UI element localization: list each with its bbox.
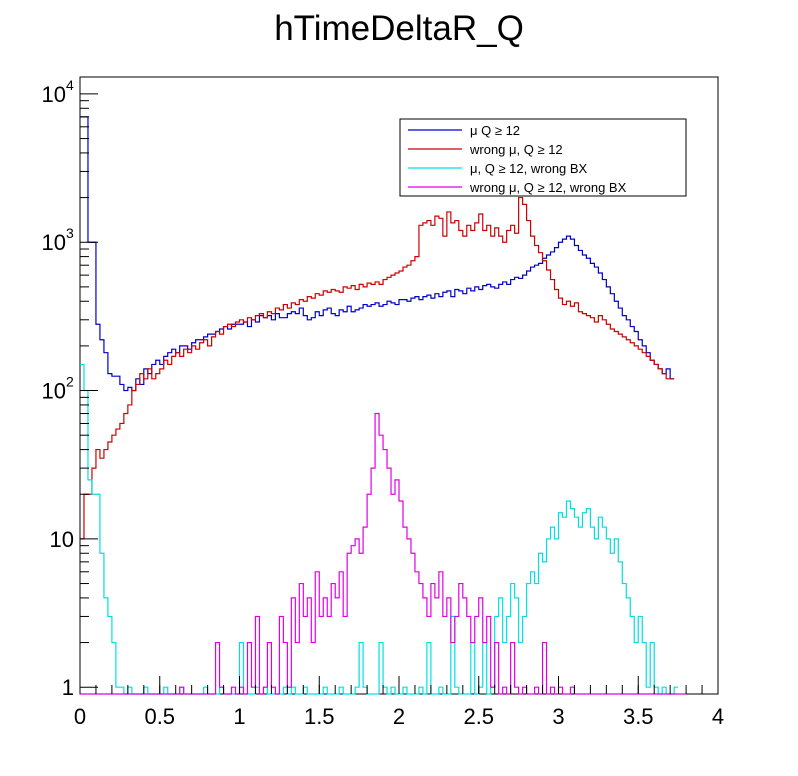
y-tick-label: 10 bbox=[42, 230, 66, 255]
y-tick-label: 10 bbox=[42, 82, 66, 107]
legend-box bbox=[399, 118, 687, 197]
series-layer bbox=[80, 116, 687, 695]
y-tick-label: 10 bbox=[50, 527, 74, 552]
x-tick-label: 3 bbox=[552, 704, 564, 729]
x-tick-label: 2 bbox=[393, 704, 405, 729]
legend-label: μ Q ≥ 12 bbox=[470, 123, 520, 138]
y-tick-exponent: 2 bbox=[66, 374, 74, 390]
x-tick-label: 3.5 bbox=[623, 704, 654, 729]
x-tick-label: 0 bbox=[74, 704, 86, 729]
chart-title: hTimeDeltaR_Q bbox=[274, 9, 524, 48]
x-tick-label: 2.5 bbox=[463, 704, 494, 729]
legend-label: wrong μ, Q ≥ 12 bbox=[469, 142, 563, 157]
y-tick-exponent: 3 bbox=[66, 225, 74, 241]
y-tick-label: 10 bbox=[42, 379, 66, 404]
x-tick-label: 0.5 bbox=[144, 704, 175, 729]
series-line-1 bbox=[80, 196, 675, 540]
x-tick-label: 1 bbox=[233, 704, 245, 729]
y-tick-exponent: 4 bbox=[66, 77, 74, 93]
legend-label: wrong μ, Q ≥ 12, wrong BX bbox=[469, 180, 627, 195]
legend: μ Q ≥ 12 wrong μ, Q ≥ 12 μ, Q ≥ 12, wrong … bbox=[399, 118, 687, 197]
series-line-0 bbox=[80, 116, 675, 392]
x-tick-label: 4 bbox=[712, 704, 724, 729]
x-tick-label: 1.5 bbox=[304, 704, 335, 729]
legend-label: μ, Q ≥ 12, wrong BX bbox=[470, 161, 588, 176]
y-tick-label: 1 bbox=[62, 675, 74, 700]
